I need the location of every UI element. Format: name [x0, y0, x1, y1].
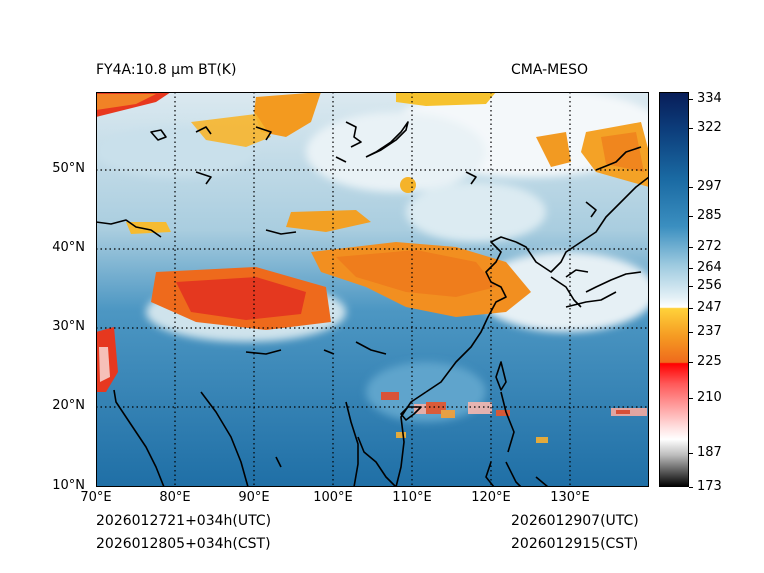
lon-label-130: 130°E — [550, 490, 590, 505]
map-frame — [96, 92, 649, 487]
cb-label-237: 237 — [697, 324, 722, 339]
lon-label-80: 80°E — [159, 490, 191, 505]
lat-label-10: 10°N — [52, 478, 85, 493]
lon-label-90: 90°E — [238, 490, 270, 505]
lon-label-110: 110°E — [392, 490, 432, 505]
cloud-white-fields — [96, 92, 649, 422]
product-title: FY4A:10.8 µm BT(K) — [96, 62, 237, 78]
valid-time-cst: 2026012915(CST) — [511, 536, 639, 552]
cb-label-322: 322 — [697, 120, 722, 135]
cb-label-297: 297 — [697, 179, 722, 194]
cold-cloud-tops — [96, 92, 649, 443]
lat-label-40: 40°N — [52, 240, 85, 255]
lat-label-30: 30°N — [52, 319, 85, 334]
graticule — [96, 92, 649, 487]
colorbar — [659, 92, 689, 487]
init-time-utc: 2026012721+034h(UTC) — [96, 513, 272, 529]
cb-label-173: 173 — [697, 479, 722, 494]
cb-label-256: 256 — [697, 278, 722, 293]
model-title: CMA-MESO — [511, 62, 589, 78]
cb-label-334: 334 — [697, 91, 722, 106]
cb-label-272: 272 — [697, 239, 722, 254]
lon-label-100: 100°E — [313, 490, 353, 505]
init-time-cst: 2026012805+034h(CST) — [96, 536, 271, 552]
cb-label-187: 187 — [697, 445, 722, 460]
lat-label-20: 20°N — [52, 398, 85, 413]
cb-label-285: 285 — [697, 208, 722, 223]
lat-label-50: 50°N — [52, 161, 85, 176]
cb-label-225: 225 — [697, 354, 722, 369]
coastlines — [96, 121, 649, 487]
satellite-map — [96, 92, 649, 487]
cb-label-210: 210 — [697, 390, 722, 405]
lon-label-120: 120°E — [471, 490, 511, 505]
cb-label-264: 264 — [697, 260, 722, 275]
cb-label-247: 247 — [697, 300, 722, 315]
valid-time-utc: 2026012907(UTC) — [511, 513, 639, 529]
lon-label-70: 70°E — [80, 490, 112, 505]
